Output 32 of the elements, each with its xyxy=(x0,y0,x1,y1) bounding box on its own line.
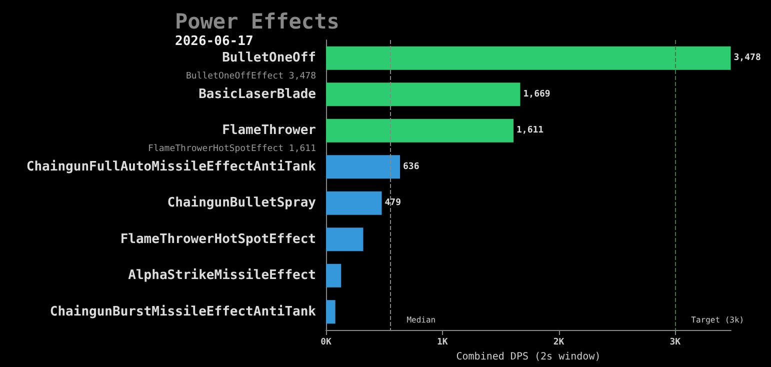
y-tick-label: FlameThrowerHotSpotEffect xyxy=(120,232,316,247)
bar xyxy=(326,300,336,324)
text: BulletOneOffEffect 3,478 xyxy=(186,72,316,82)
x-tick-label: 0K xyxy=(320,338,332,348)
text: FlameThrowerHotSpotEffect 1,611 xyxy=(148,144,316,154)
ref-line-label: Target (3k) xyxy=(691,316,744,324)
data-label: 1,611 xyxy=(516,126,544,136)
bar xyxy=(326,118,514,142)
data-label: 479 xyxy=(384,198,402,208)
x-tick-label: 2K xyxy=(553,338,565,348)
x-tick-label: 1K xyxy=(436,338,448,348)
data-label: 636 xyxy=(403,162,420,172)
x-axis-title: Combined DPS (2s window) xyxy=(456,352,601,362)
y-tick-label: FlameThrower xyxy=(222,123,316,138)
data-label: 1,669 xyxy=(523,89,550,100)
y-tick-label: ChaingunBurstMissileEffectAntiTank xyxy=(50,304,316,320)
data-label: 3,478 xyxy=(734,53,761,64)
bar xyxy=(326,82,520,106)
bar xyxy=(326,46,731,70)
y-tick-label: BulletOneOff xyxy=(222,50,316,66)
bar xyxy=(326,264,342,288)
bar xyxy=(326,228,364,252)
y-tick-label: ChaingunBulletSpray xyxy=(167,196,316,211)
ref-line-label: Median xyxy=(406,316,436,324)
bar xyxy=(326,155,400,179)
chart-title: Power Effects xyxy=(175,10,340,34)
y-tick-label: AlphaStrikeMissileEffect xyxy=(128,268,316,284)
text: 2026-06-17 xyxy=(175,34,254,49)
y-tick-label: ChaingunFullAutoMissileEffectAntiTank xyxy=(26,159,316,174)
x-tick-label: 3K xyxy=(670,338,682,348)
bar xyxy=(326,191,382,215)
y-tick-label: BasicLaserBlade xyxy=(198,86,316,102)
